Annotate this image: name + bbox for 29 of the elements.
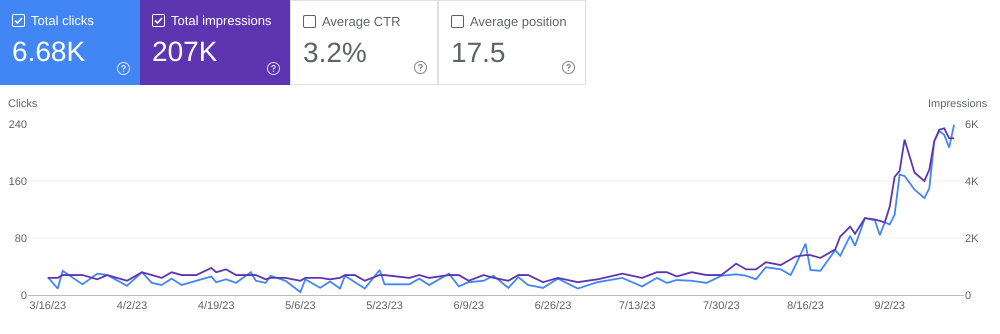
y2-tick-label: 2K [965,232,980,245]
x-tick-label: 9/2/23 [874,300,906,312]
x-tick-label: 5/6/23 [285,300,316,312]
y2-tick-label: 6K [965,118,980,131]
x-tick-label: 4/19/23 [198,300,235,312]
text: 3.2% [303,37,367,69]
x-tick-label: 7/30/23 [702,300,740,312]
x-tick-label: 3/16/23 [29,300,66,312]
y2-axis-title: Impressions [928,98,988,110]
text: Average position [470,14,567,29]
legend-label: Total impressions [171,13,272,28]
x-tick-label: 4/2/23 [116,300,148,312]
y2-tick-label: 4K [965,176,980,188]
x-tick-label: 7/13/23 [618,300,656,312]
y-tick-label: 0 [20,290,27,302]
y-tick-label: 240 [8,118,27,131]
legend-label: Total clicks [31,13,94,28]
x-tick-label: 5/23/23 [366,300,403,312]
y-tick-label: 160 [8,176,27,188]
text: 6.68K [12,36,86,68]
text: 207K [152,36,218,68]
text: Average CTR [322,14,401,29]
y-tick-label: 80 [14,232,27,245]
y2-tick-label: 0 [965,290,972,302]
x-tick-label: 6/26/23 [534,300,572,312]
text: 17.5 [451,37,506,69]
x-tick-label: 6/9/23 [453,300,484,312]
x-tick-label: 8/16/23 [787,300,824,312]
y-axis-title: Clicks [8,98,38,110]
